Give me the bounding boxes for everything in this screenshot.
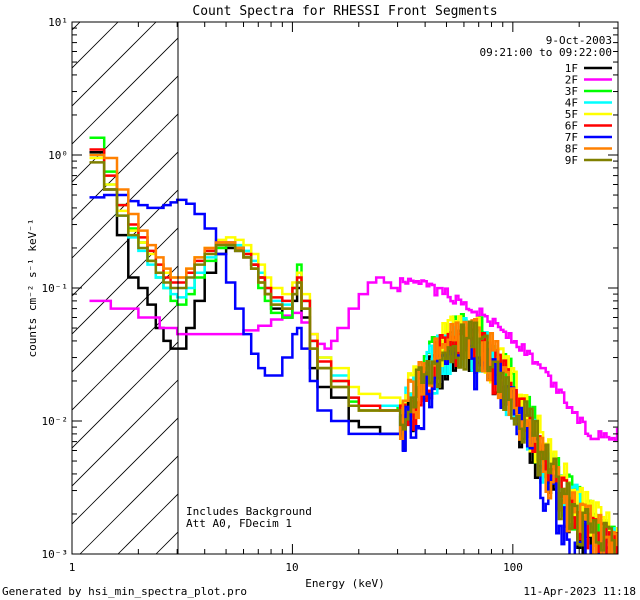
series-line-1F (89, 150, 611, 554)
legend-label-8F: 8F (565, 143, 578, 156)
legend-label-3F: 3F (565, 85, 578, 98)
hatch-line (72, 75, 178, 183)
x-axis-label: Energy (keV) (305, 577, 384, 590)
series-line-2F (89, 276, 618, 442)
series-line-4F (89, 153, 618, 554)
hatch-line (72, 227, 178, 335)
x-tick-label-10: 10 (285, 561, 298, 574)
legend-label-7F: 7F (565, 131, 578, 144)
hatch-line (72, 22, 157, 107)
y-tick-label-1e1: 10¹ (48, 16, 68, 29)
series-line-9F (89, 161, 616, 554)
y-tick-label-1e-3: 10⁻³ (42, 548, 69, 561)
hatch-line (72, 379, 178, 487)
x-tick-label-100: 100 (503, 561, 523, 574)
footer-timestamp: 11-Apr-2023 11:18 (523, 585, 636, 598)
series-layer (89, 136, 618, 554)
hatch-line (232, 0, 640, 554)
legend-label-6F: 6F (565, 120, 578, 133)
hatch-line (270, 0, 640, 554)
series-line-7F (89, 193, 606, 554)
annotation-background: Includes Background (186, 505, 312, 518)
legend-label-9F: 9F (565, 154, 578, 167)
hatch-line (72, 417, 178, 525)
y-axis-label: counts cm⁻² s⁻¹ keV⁻¹ (26, 218, 39, 357)
y-tick-label-1e-1: 10⁻¹ (42, 282, 69, 295)
legend-label-4F: 4F (565, 97, 578, 110)
hatch-line (72, 303, 178, 411)
chart-title: Count Spectra for RHESSI Front Segments (192, 4, 497, 19)
hatch-line (72, 22, 119, 69)
hatch-line (72, 189, 178, 297)
axis-ticks (71, 22, 619, 555)
date-label: 9-Oct-2003 (546, 34, 612, 47)
time-range-label: 09:21:00 to 09:22:00 (480, 46, 612, 59)
hatch-line (72, 37, 178, 145)
y-tick-label-1e0: 10⁰ (48, 149, 68, 162)
legend-label-1F: 1F (565, 62, 578, 75)
footer-generated-by: Generated by hsi_min_spectra_plot.pro (2, 585, 247, 598)
legend-label-5F: 5F (565, 108, 578, 121)
hatch-line (72, 22, 81, 31)
series-line-5F (89, 156, 618, 554)
y-tick-label-1e-2: 10⁻² (42, 415, 69, 428)
hatch-line (79, 455, 178, 554)
annotation-attenuator: Att A0, FDecim 1 (186, 517, 292, 530)
x-tick-label-1: 1 (69, 561, 76, 574)
legend-label-2F: 2F (565, 74, 578, 87)
hatch-line (72, 113, 178, 221)
